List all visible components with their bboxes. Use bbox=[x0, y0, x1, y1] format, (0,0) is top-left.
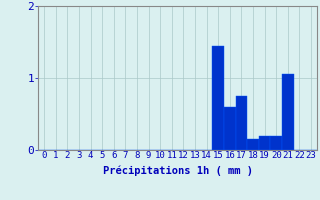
Bar bbox=[282, 74, 294, 150]
X-axis label: Précipitations 1h ( mm ): Précipitations 1h ( mm ) bbox=[103, 166, 252, 176]
Bar bbox=[224, 107, 236, 150]
Bar bbox=[236, 96, 247, 150]
Bar bbox=[270, 136, 282, 150]
Bar bbox=[212, 46, 224, 150]
Bar bbox=[259, 136, 270, 150]
Bar bbox=[247, 139, 259, 150]
